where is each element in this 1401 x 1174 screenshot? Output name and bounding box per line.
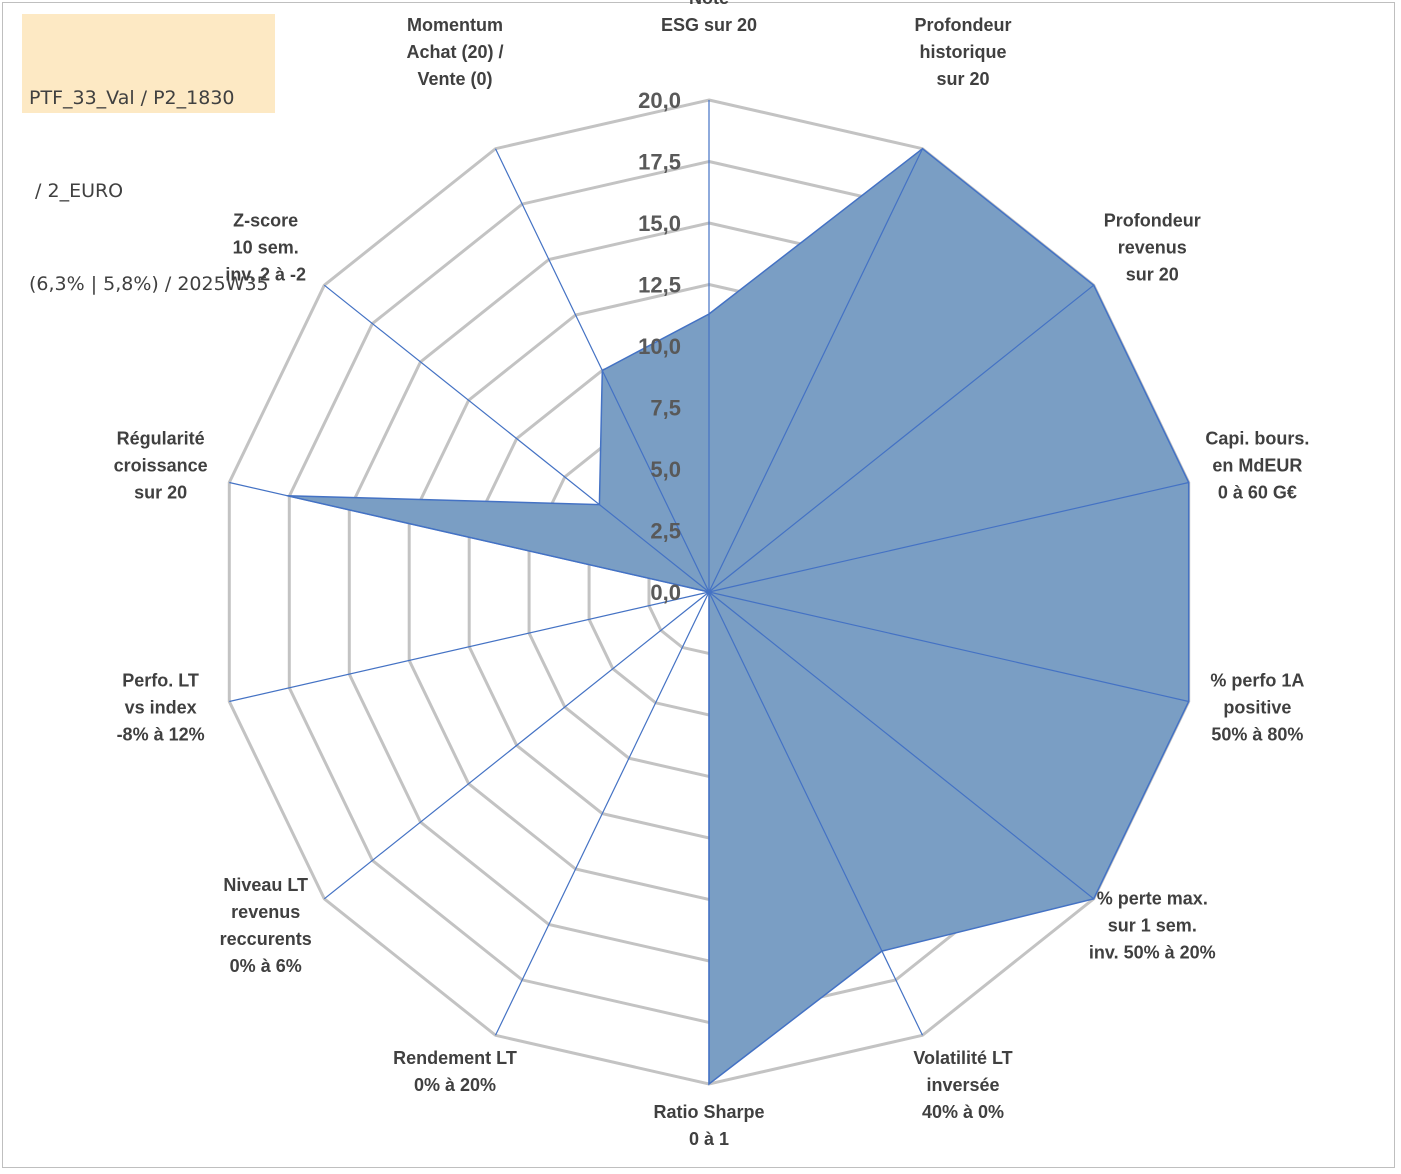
axis-label-line: reccurents xyxy=(220,929,312,949)
axis-label-line: Régularité xyxy=(117,428,205,448)
axis-label: Capi. bours. en MdEUR 0 à 60 G€ xyxy=(1205,428,1309,502)
axis-spoke xyxy=(708,284,1095,593)
axis-label-line: 10 sem. xyxy=(233,237,299,257)
axis-label-line: positive xyxy=(1223,698,1291,718)
info-line-3: (6,3% | 5,8%) / 2025W35 xyxy=(29,273,269,295)
axis-label-line: Rendement LT xyxy=(393,1048,517,1068)
axis-spoke xyxy=(323,591,710,900)
radar-axis-labels: Note ESG sur 20 Profondeur historique sur 20… xyxy=(114,0,1310,1149)
axis-label: % perfo 1A positive 50% à 80% xyxy=(1210,671,1304,745)
axis-label-line: 40% à 0% xyxy=(922,1102,1004,1122)
axis-label-line: sur 20 xyxy=(1126,264,1179,284)
tick-label: 7,5 xyxy=(650,396,681,421)
portfolio-info-box: PTF_33_Val / P2_1830 / 2_EURO (6,3% | 5,… xyxy=(22,14,275,295)
axis-label: % perte max. sur 1 sem. inv. 50% à 20% xyxy=(1089,889,1216,963)
axis-label: Profondeur revenus sur 20 xyxy=(1104,210,1201,284)
axis-label-line: 0% à 20% xyxy=(414,1075,496,1095)
axis-label-line: Perfo. LT xyxy=(122,671,199,691)
radar-series xyxy=(286,147,1190,1086)
axis-spoke xyxy=(229,591,710,703)
axis-label-line: 50% à 80% xyxy=(1211,725,1303,745)
axis-label-line: revenus xyxy=(1118,237,1187,257)
axis-label-line: historique xyxy=(919,42,1006,62)
axis-label-line: ESG sur 20 xyxy=(661,15,757,35)
axis-label-line: sur 1 sem. xyxy=(1108,916,1197,936)
axis-label: Perfo. LT vs index -8% à 12% xyxy=(117,671,205,745)
axis-label-line: Profondeur xyxy=(1104,210,1201,230)
axis-label-line: -8% à 12% xyxy=(117,725,205,745)
axis-label-line: vs index xyxy=(125,698,197,718)
axis-label: Profondeur historique sur 20 xyxy=(915,15,1012,89)
axis-label-line: % perfo 1A xyxy=(1210,671,1304,691)
axis-spoke xyxy=(708,591,924,1036)
axis-label-line: Z-score xyxy=(233,210,298,230)
axis-label-line: inv. 2 à -2 xyxy=(225,264,306,284)
info-line-1: PTF_33_Val / P2_1830 xyxy=(29,87,235,109)
axis-spoke xyxy=(494,148,710,593)
tick-label: 20,0 xyxy=(638,88,681,113)
axis-label: Note ESG sur 20 xyxy=(661,0,757,35)
axis-label: Volatilité LT inversée 40% à 0% xyxy=(913,1048,1012,1122)
axis-label-line: 0 à 60 G€ xyxy=(1218,482,1297,502)
tick-label: 5,0 xyxy=(650,457,681,482)
axis-label-line: Profondeur xyxy=(915,15,1012,35)
axis-label-line: Ratio Sharpe xyxy=(653,1102,764,1122)
tick-label: 15,0 xyxy=(638,211,681,236)
axis-label-line: Volatilité LT xyxy=(913,1048,1012,1068)
axis-spoke xyxy=(494,591,710,1036)
axis-label-line: 0% à 6% xyxy=(230,956,302,976)
info-line-2: / 2_EURO xyxy=(29,180,124,202)
axis-label-line: croissance xyxy=(114,455,208,475)
axis-label-line: 0 à 1 xyxy=(689,1129,729,1149)
axis-label-line: Niveau LT xyxy=(223,875,308,895)
axis-label: Niveau LT revenus reccurents 0% à 6% xyxy=(220,875,312,976)
axis-label-line: revenus xyxy=(231,902,300,922)
axis-label: Ratio Sharpe 0 à 1 xyxy=(653,1102,764,1149)
tick-label: 2,5 xyxy=(650,519,681,544)
axis-spoke xyxy=(323,284,710,593)
axis-spoke xyxy=(708,481,1189,593)
axis-label-line: Momentum xyxy=(407,15,503,35)
radar-spokes xyxy=(229,100,1189,1084)
axis-label: Z-score 10 sem. inv. 2 à -2 xyxy=(225,210,306,284)
tick-label: 12,5 xyxy=(638,273,681,298)
axis-label-line: % perte max. xyxy=(1097,889,1208,909)
radar-tick-labels: 0,0 2,5 5,0 7,5 10,0 12,5 15,0 17,5 20,0 xyxy=(638,88,681,605)
axis-spoke xyxy=(708,591,1189,703)
axis-label-line: Achat (20) / xyxy=(406,42,503,62)
axis-label: Régularité croissance sur 20 xyxy=(114,428,208,502)
axis-label-line: Note xyxy=(689,0,729,8)
axis-spoke xyxy=(229,481,710,593)
axis-spoke xyxy=(708,591,1095,900)
axis-label-line: sur 20 xyxy=(134,482,187,502)
series-area xyxy=(286,147,1190,1086)
axis-label-line: Vente (0) xyxy=(417,69,492,89)
axis-label: Rendement LT 0% à 20% xyxy=(393,1048,517,1095)
axis-label: Momentum Achat (20) / Vente (0) xyxy=(406,15,503,89)
axis-label-line: Capi. bours. xyxy=(1205,428,1309,448)
tick-label: 0,0 xyxy=(650,580,681,605)
tick-label: 17,5 xyxy=(638,150,681,175)
axis-spoke xyxy=(708,148,924,593)
tick-label: 10,0 xyxy=(638,334,681,359)
axis-label-line: sur 20 xyxy=(936,69,989,89)
axis-label-line: inv. 50% à 20% xyxy=(1089,943,1216,963)
axis-label-line: inversée xyxy=(926,1075,999,1095)
axis-label-line: en MdEUR xyxy=(1212,455,1302,475)
